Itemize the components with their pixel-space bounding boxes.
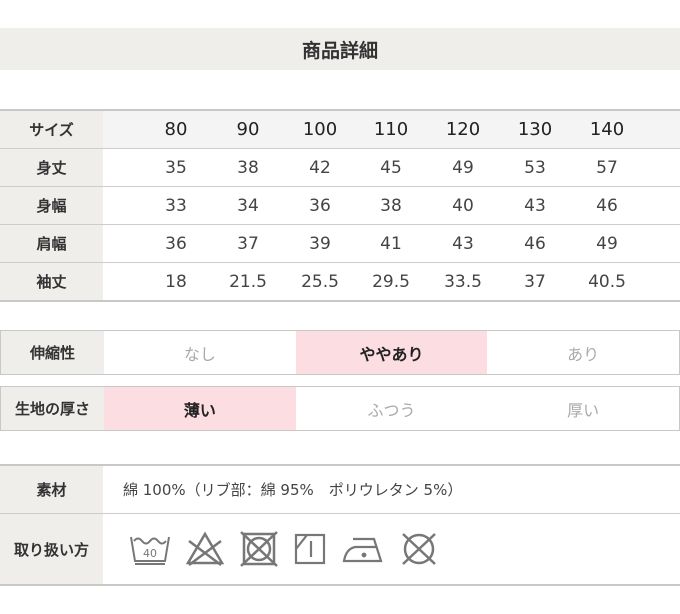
table-cell: 25.5 [301, 271, 339, 292]
table-cell: 53 [524, 157, 546, 178]
thickness-option-thin: 薄い [104, 387, 296, 430]
size-header-cell: 90 [236, 119, 260, 140]
table-cell: 33.5 [444, 271, 482, 292]
stretch-option-none: なし [183, 344, 216, 364]
row-label: 袖丈 [0, 263, 103, 300]
size-header-cell: 140 [589, 119, 625, 140]
table-cell: 38 [380, 195, 402, 216]
table-cell: 18 [165, 271, 187, 292]
table-cell: 37 [237, 233, 259, 254]
material-row: 素材 綿 100%（リブ部：綿 95% ポリウレタン 5%） [0, 466, 680, 513]
table-cell: 40 [452, 195, 474, 216]
table-cell: 43 [452, 233, 474, 254]
size-header-cell: 100 [302, 119, 338, 140]
thickness-option-thick: 厚い [567, 400, 600, 420]
size-header-label: サイズ [0, 111, 103, 148]
size-header-cell: 80 [164, 119, 188, 140]
table-row: 身丈 35 38 42 45 49 53 57 [0, 148, 680, 186]
table-cell: 43 [524, 195, 546, 216]
table-cell: 37 [524, 271, 546, 292]
table-row: 肩幅 36 37 39 41 43 46 49 [0, 224, 680, 262]
stretch-scale: 伸縮性 なし ややあり あり [0, 330, 680, 375]
table-cell: 34 [237, 195, 259, 216]
care-row: 取り扱い方 40 [0, 513, 680, 584]
material-label: 素材 [0, 466, 103, 513]
table-cell: 36 [165, 233, 187, 254]
size-table: サイズ 80 90 100 110 120 130 140 身丈 35 38 42 45 49 53 57… [0, 109, 680, 302]
row-label: 身丈 [0, 149, 103, 186]
size-header-cell: 130 [517, 119, 553, 140]
table-cell: 21.5 [229, 271, 267, 292]
table-cell: 35 [165, 157, 187, 178]
stretch-option-some: ややあり [295, 331, 488, 374]
table-cell: 40.5 [588, 271, 626, 292]
svg-text:40: 40 [143, 547, 157, 560]
no-dry-clean-icon [402, 533, 436, 565]
drip-dry-icon [294, 533, 326, 565]
wash-40-icon: 40 [130, 536, 170, 565]
table-cell: 38 [237, 157, 259, 178]
table-cell: 29.5 [372, 271, 410, 292]
table-cell: 45 [380, 157, 402, 178]
table-cell: 49 [452, 157, 474, 178]
material-value: 綿 100%（リブ部：綿 95% ポリウレタン 5%） [123, 481, 463, 499]
table-cell: 33 [165, 195, 187, 216]
table-cell: 57 [596, 157, 618, 178]
thickness-label: 生地の厚さ [1, 387, 104, 430]
row-label: 身幅 [0, 187, 103, 224]
table-cell: 49 [596, 233, 618, 254]
stretch-label: 伸縮性 [1, 331, 104, 374]
size-header-cell: 110 [373, 119, 409, 140]
table-cell: 42 [309, 157, 331, 178]
size-header-cell: 120 [445, 119, 481, 140]
table-row: 袖丈 18 21.5 25.5 29.5 33.5 37 40.5 [0, 262, 680, 300]
care-icons: 40 [103, 514, 439, 584]
table-cell: 41 [380, 233, 402, 254]
stretch-option-yes: あり [567, 344, 600, 364]
care-label: 取り扱い方 [0, 514, 103, 584]
size-header-row: サイズ 80 90 100 110 120 130 140 [0, 111, 680, 148]
table-cell: 46 [524, 233, 546, 254]
no-bleach-icon [185, 531, 225, 566]
thickness-scale: 生地の厚さ 薄い ふつう 厚い [0, 386, 680, 431]
table-row: 身幅 33 34 36 38 40 43 46 [0, 186, 680, 224]
iron-low-icon [342, 537, 383, 563]
no-tumble-dry-icon [240, 531, 278, 567]
table-cell: 46 [596, 195, 618, 216]
thickness-option-normal: ふつう [367, 400, 416, 420]
table-cell: 36 [309, 195, 331, 216]
table-cell: 39 [309, 233, 331, 254]
page-title: 商品詳細 [0, 28, 680, 70]
row-label: 肩幅 [0, 225, 103, 262]
info-table: 素材 綿 100%（リブ部：綿 95% ポリウレタン 5%） 取り扱い方 40 [0, 464, 680, 586]
